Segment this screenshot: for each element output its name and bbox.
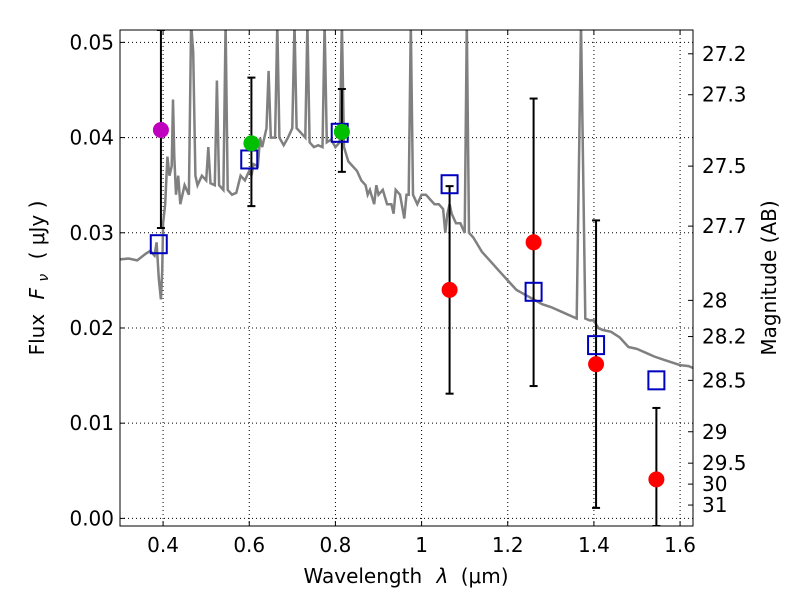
y2-tick-label: 28 <box>702 288 727 312</box>
y2-tick-label: 29.5 <box>702 451 747 475</box>
y-tick-label: 0.03 <box>69 221 114 245</box>
x-tick-label: 0.4 <box>147 533 179 557</box>
x-tick-label: 1.2 <box>492 533 524 557</box>
x-axis-label: Wavelength λ (μm) <box>303 564 508 588</box>
observed-point <box>441 281 458 298</box>
observed-point <box>333 123 350 140</box>
y2-tick-label: 28.5 <box>702 368 747 392</box>
y2-tick-label: 27.7 <box>702 214 747 238</box>
y-axis-label: Flux F ν ( μJy ) <box>25 201 53 356</box>
y-tick-labels: 0.00 0.01 0.02 0.03 0.04 0.05 <box>69 30 114 530</box>
grid-lines <box>120 30 693 526</box>
model-square <box>149 234 168 255</box>
y2-tick-label: 31 <box>702 493 727 517</box>
x-tick-label: 1.4 <box>578 533 610 557</box>
x-tick-labels: 0.4 0.6 0.8 1 1.2 1.4 1.6 <box>147 533 696 557</box>
y2-tick-label: 28.2 <box>702 325 747 349</box>
model-square <box>440 174 459 195</box>
observed-point <box>152 121 169 138</box>
y2-tick-label: 27.3 <box>702 83 747 107</box>
y2-tick-label: 27.2 <box>702 42 747 66</box>
y2-tick-label: 30 <box>702 472 727 496</box>
observed-point <box>588 356 605 373</box>
y2-axis-label: Magnitude (AB) <box>757 200 781 355</box>
sed-model-line <box>120 30 693 370</box>
observed-point <box>648 471 665 488</box>
y-tick-label: 0.00 <box>69 506 114 530</box>
plot-frame <box>119 29 694 527</box>
model-square <box>524 281 543 302</box>
y-tick-label: 0.01 <box>69 411 114 435</box>
observed-point <box>525 234 542 251</box>
axis-ticks <box>120 30 693 526</box>
x-tick-label: 0.8 <box>320 533 352 557</box>
y2-tick-label: 29 <box>702 420 727 444</box>
x-tick-label: 1.6 <box>664 533 696 557</box>
model-square <box>647 370 666 391</box>
model-square <box>587 335 606 356</box>
y-tick-label: 0.05 <box>69 30 114 54</box>
y2-tick-label: 27.5 <box>702 154 747 178</box>
x-tick-label: 1 <box>415 533 428 557</box>
y-tick-label: 0.02 <box>69 316 114 340</box>
observed-point <box>243 135 260 152</box>
y-tick-label: 0.04 <box>69 126 114 150</box>
x-tick-label: 0.6 <box>233 533 265 557</box>
observed-points <box>152 121 665 488</box>
